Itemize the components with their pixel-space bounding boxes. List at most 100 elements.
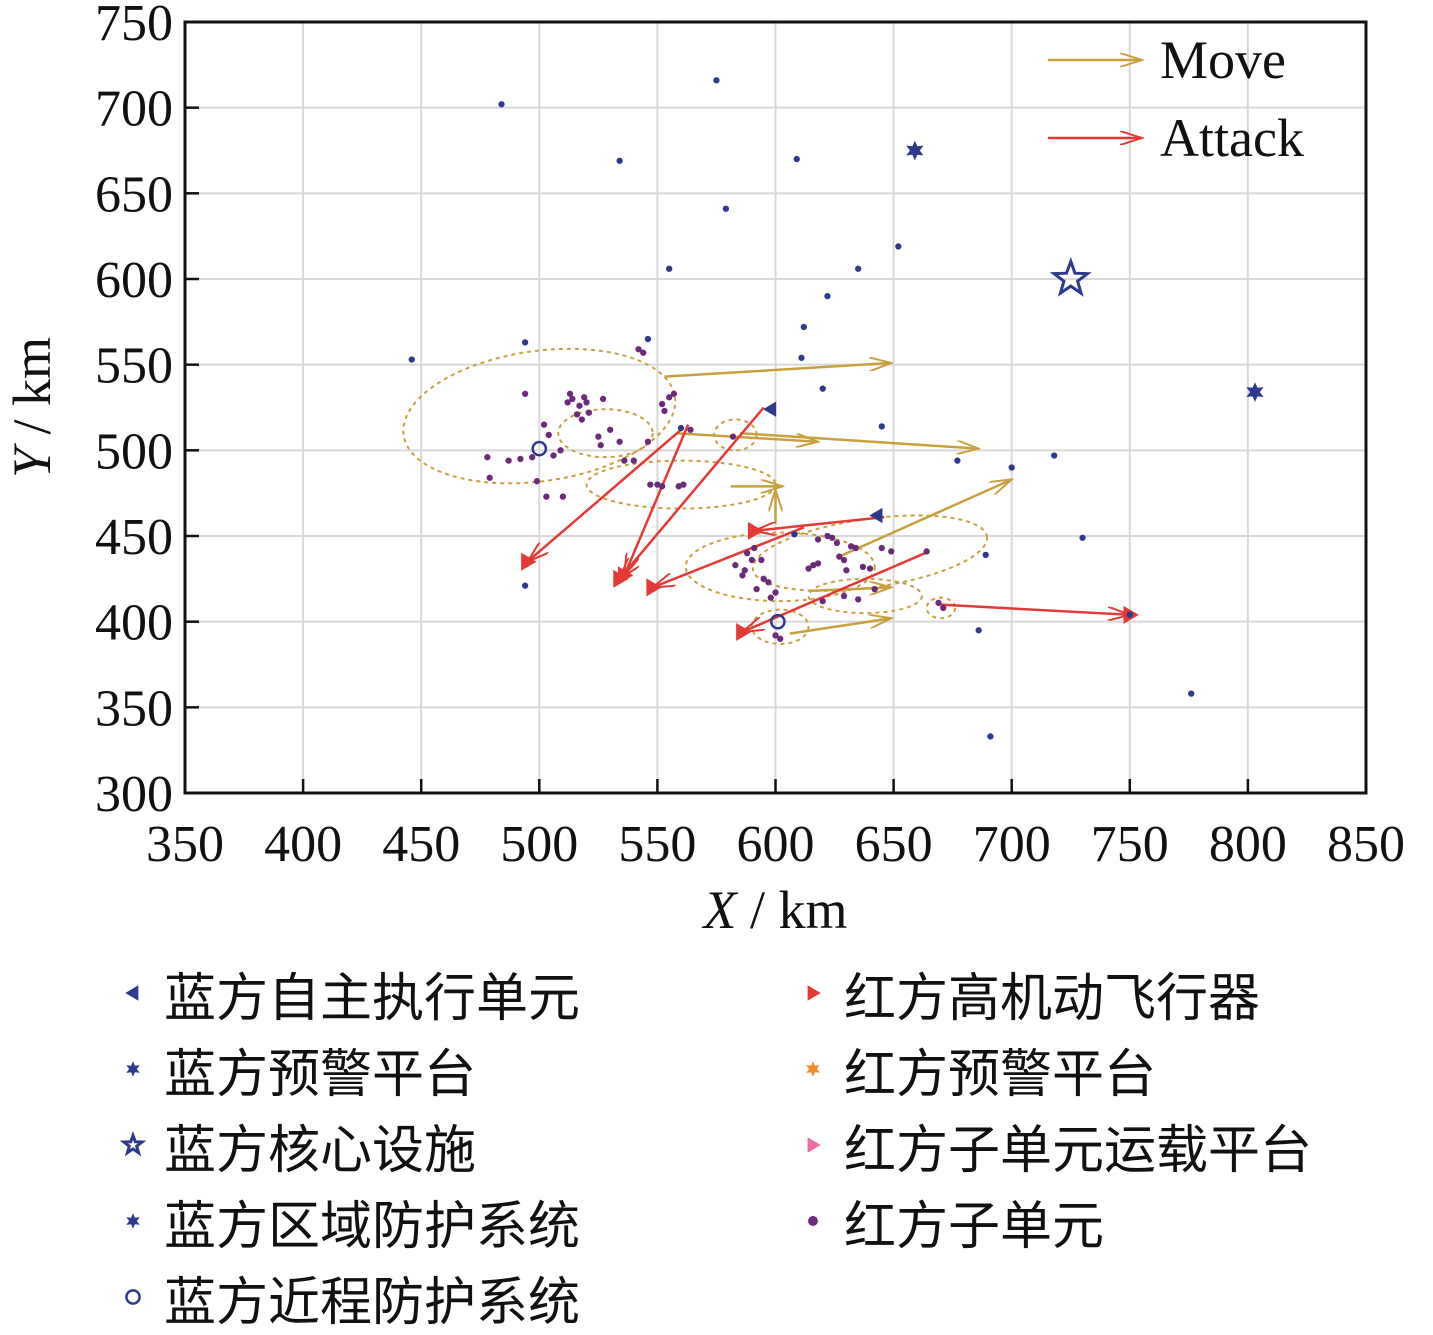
point-layer bbox=[408, 77, 1264, 740]
data-point-series-9 bbox=[573, 411, 581, 418]
data-point-series-5 bbox=[498, 101, 505, 108]
legend-label: 蓝方核心设施 bbox=[164, 1120, 477, 1181]
data-point-series-9 bbox=[760, 575, 767, 582]
y-tick-label: 650 bbox=[95, 166, 173, 223]
data-point-series-9 bbox=[767, 594, 774, 601]
attack-arrow-head-marker bbox=[521, 552, 537, 571]
data-point-series-9 bbox=[557, 447, 564, 454]
data-point-series-9 bbox=[819, 597, 826, 605]
x-tick-label: 350 bbox=[146, 816, 224, 873]
data-point-series-9 bbox=[935, 599, 942, 606]
data-point-series-9 bbox=[576, 402, 583, 409]
data-point-series-9 bbox=[824, 532, 831, 540]
arrow-layer bbox=[521, 363, 1139, 641]
data-point-series-9 bbox=[533, 478, 541, 485]
attack-arrow bbox=[527, 428, 682, 562]
data-point-series-9 bbox=[569, 395, 576, 403]
data-point-series-5 bbox=[798, 354, 805, 361]
move-arrow bbox=[838, 479, 1011, 558]
data-point-series-9 bbox=[810, 561, 817, 569]
legend-marker-shape bbox=[125, 1289, 141, 1305]
legend-label: 红方高机动飞行器 bbox=[844, 968, 1261, 1029]
data-point-series-5 bbox=[616, 157, 623, 164]
data-point-series-5 bbox=[1188, 690, 1195, 697]
data-point-series-9 bbox=[772, 632, 779, 639]
data-point-series-9 bbox=[640, 349, 647, 356]
data-point-series-9 bbox=[505, 457, 512, 464]
data-point-series-3 bbox=[906, 140, 924, 161]
legend-label: 蓝方区域防护系统 bbox=[164, 1196, 581, 1257]
data-point-series-9 bbox=[680, 481, 687, 488]
data-point-series-5 bbox=[855, 265, 862, 272]
data-point-series-9 bbox=[814, 560, 822, 567]
data-point-series-9 bbox=[550, 452, 557, 459]
data-point-series-9 bbox=[751, 544, 758, 552]
y-axis-var: Y bbox=[2, 443, 62, 478]
data-point-series-5 bbox=[722, 205, 730, 212]
data-point-series-9 bbox=[871, 585, 878, 593]
data-point-series-9 bbox=[765, 579, 772, 586]
data-point-series-5 bbox=[824, 292, 831, 300]
data-point-series-9 bbox=[599, 395, 607, 403]
cluster-outlines bbox=[402, 347, 989, 645]
legend-marker-svg bbox=[807, 985, 821, 1001]
data-point-series-9 bbox=[540, 421, 548, 428]
data-point-series-9 bbox=[658, 483, 666, 490]
data-point-series-5 bbox=[521, 582, 529, 589]
legend-item: 红方子单元 bbox=[790, 1183, 1104, 1259]
legend-marker-svg bbox=[807, 1137, 821, 1153]
data-point-series-5 bbox=[521, 339, 529, 346]
legend-item: 红方高机动飞行器 bbox=[790, 955, 1260, 1031]
y-tick-label: 600 bbox=[95, 252, 173, 309]
cluster-outline bbox=[925, 596, 957, 620]
data-point-series-9 bbox=[670, 390, 678, 397]
data-point-series-5 bbox=[791, 531, 798, 538]
data-point-series-9 bbox=[866, 565, 874, 572]
data-point-series-5 bbox=[793, 155, 800, 163]
legend-marker-icon bbox=[790, 970, 836, 1016]
data-point-series-9 bbox=[517, 455, 524, 463]
data-point-series-9 bbox=[521, 390, 529, 397]
data-point-series-9 bbox=[647, 481, 654, 488]
data-point-series-5 bbox=[666, 265, 673, 272]
legend-marker-svg bbox=[125, 1289, 141, 1305]
legend-marker-icon bbox=[110, 1274, 156, 1320]
data-point-series-2 bbox=[1049, 256, 1092, 297]
legend-marker-shape bbox=[806, 1061, 820, 1077]
x-tick-label: 800 bbox=[1209, 816, 1287, 873]
move-arrow bbox=[664, 363, 891, 378]
data-point-series-9 bbox=[616, 438, 623, 445]
legend-marker-icon bbox=[110, 1198, 156, 1244]
x-tick-label: 450 bbox=[382, 816, 460, 873]
data-point-series-5 bbox=[1079, 534, 1086, 541]
ticks: 350 400 450 500 550 600 650 700 750 800 8503003504… bbox=[95, 0, 1405, 873]
data-point-series-5 bbox=[408, 356, 415, 363]
data-point-series-9 bbox=[829, 534, 836, 541]
data-point-series-9 bbox=[888, 548, 895, 555]
data-point-series-9 bbox=[847, 543, 855, 550]
x-tick-label: 700 bbox=[973, 816, 1051, 873]
data-point-series-9 bbox=[852, 544, 859, 552]
arrow-legend: Move Attack bbox=[1048, 30, 1304, 168]
data-point-series-9 bbox=[658, 400, 666, 408]
x-axis-title: X / km bbox=[701, 880, 847, 940]
x-tick-label: 600 bbox=[737, 816, 815, 873]
y-tick-label: 300 bbox=[95, 766, 173, 823]
data-point-series-9 bbox=[597, 442, 604, 449]
data-point-series-5 bbox=[644, 335, 652, 343]
data-point-series-9 bbox=[545, 431, 552, 439]
legend-marker-svg bbox=[126, 1061, 140, 1077]
legend-item: 红方子单元运载平台 bbox=[790, 1107, 1312, 1183]
cluster-outline bbox=[557, 408, 654, 459]
data-point-series-9 bbox=[666, 394, 673, 401]
data-point-series-5 bbox=[987, 733, 994, 740]
data-point-series-9 bbox=[758, 556, 765, 564]
data-point-series-9 bbox=[543, 493, 550, 500]
legend-marker-svg bbox=[119, 1130, 147, 1157]
legend-label: 蓝方预警平台 bbox=[164, 1044, 477, 1105]
data-point-series-9 bbox=[855, 596, 862, 603]
move-arrow bbox=[739, 431, 979, 448]
data-point-series-9 bbox=[484, 454, 491, 461]
legend-marker-shape bbox=[807, 1137, 821, 1153]
legend-item: 蓝方预警平台 bbox=[110, 1031, 476, 1107]
